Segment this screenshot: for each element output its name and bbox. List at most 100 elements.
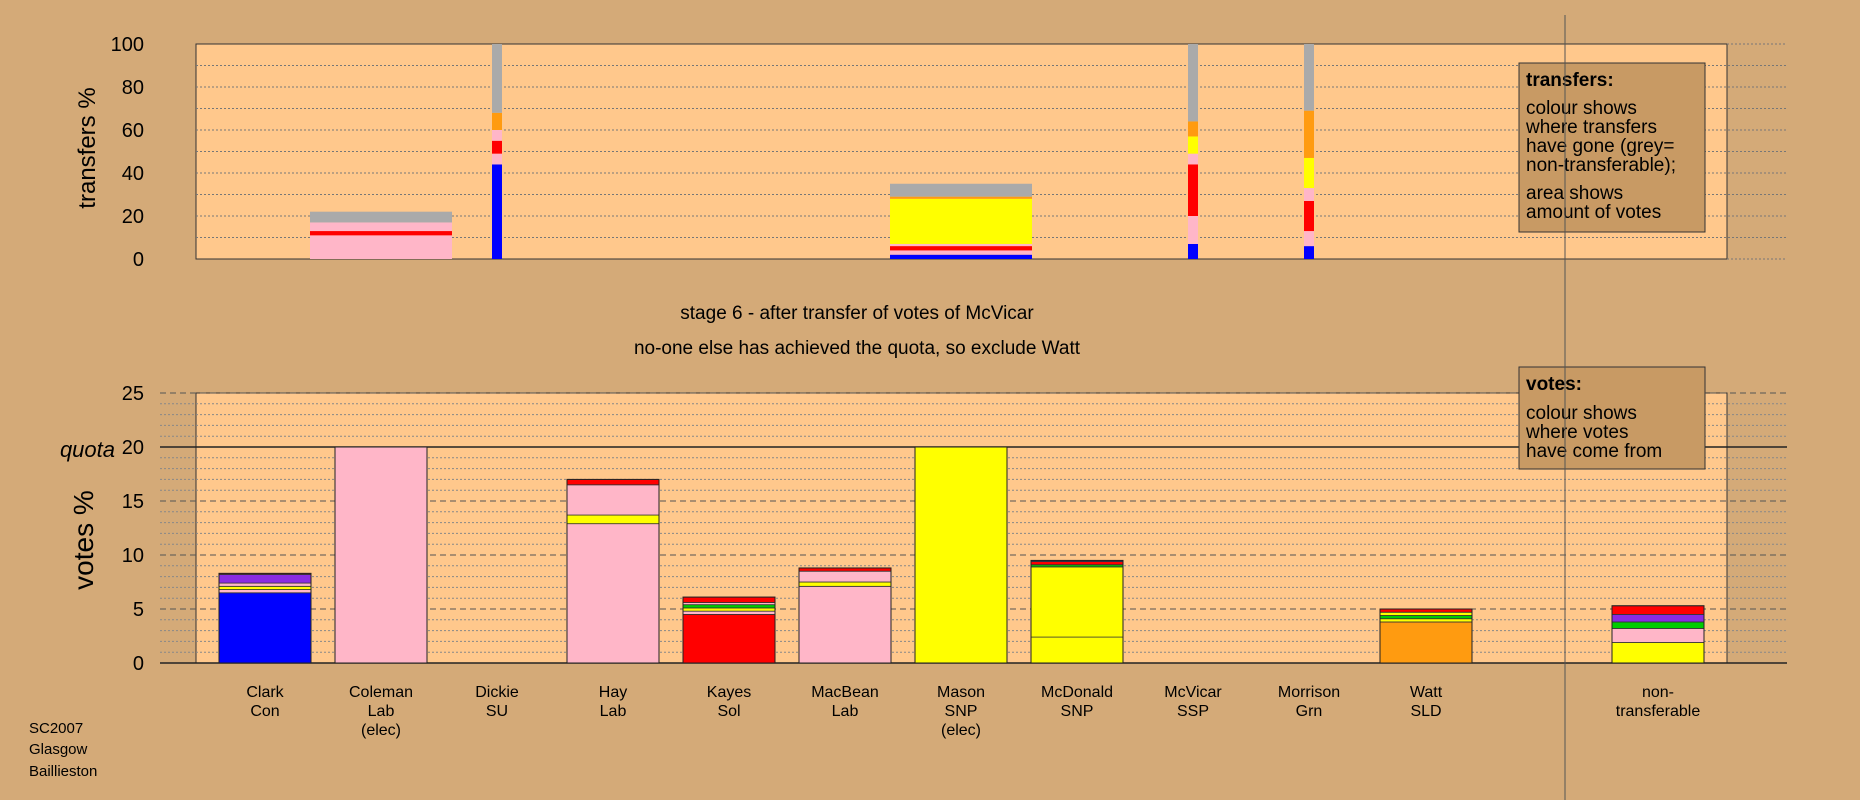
candidate-party-label: Grn	[1296, 703, 1323, 720]
vote-bar-outline	[682, 596, 776, 664]
transfers-y-tick-label: 20	[122, 206, 144, 228]
footer-region: Glasgow	[29, 741, 88, 758]
transfers-bars	[310, 44, 1314, 259]
transfer-segment	[890, 254, 1032, 259]
vote-segment	[1611, 621, 1705, 629]
votes-y-tick-label: 25	[122, 383, 144, 405]
votes-y-ticks: 0 5 10 15 20 25	[122, 383, 144, 675]
candidate-party-label: Lab	[832, 703, 859, 720]
transfer-segment	[310, 211, 452, 223]
vote-bar-outline	[566, 478, 660, 664]
transfer-segment	[1188, 121, 1198, 137]
vote-bar-outline	[218, 572, 312, 664]
votes-x-labels: Clark Con Coleman Lab (elec) Dickie SU Hay Lab Ka…	[246, 684, 1700, 739]
vote-bar-outline	[914, 446, 1008, 664]
transfer-segment	[1304, 44, 1314, 111]
quota-label: quota	[60, 437, 115, 462]
transfers-legend-line: where transfers	[1525, 117, 1657, 138]
transfers-y-tick-label: 100	[111, 34, 144, 56]
vote-segment	[218, 589, 312, 594]
candidate-party-label: SLD	[1410, 703, 1441, 720]
footer-code: SC2007	[29, 720, 83, 737]
vote-segment	[798, 585, 892, 664]
vote-bar-outline	[1611, 605, 1705, 664]
transfer-segment	[492, 140, 502, 154]
transfers-panel: 0 20 40 60 80 100 transfers % transfers: colo…	[74, 34, 1787, 271]
vote-segment	[1030, 636, 1124, 664]
votes-legend-title: votes:	[1526, 374, 1582, 395]
stage-subtitle: no-one else has achieved the quota, so e…	[634, 338, 1081, 359]
transfer-segment	[492, 164, 502, 259]
transfer-segment	[492, 44, 502, 113]
transfers-legend-line: non-transferable);	[1526, 155, 1676, 176]
vote-segment	[218, 592, 312, 664]
vote-segment	[798, 570, 892, 583]
vote-segment	[1030, 566, 1124, 638]
transfer-segment	[310, 231, 452, 236]
candidate-party-label: SU	[486, 703, 508, 720]
candidate-name-label: Hay	[599, 684, 627, 701]
candidate-name-label: Mason	[937, 684, 985, 701]
transfer-segment	[890, 196, 1032, 199]
transfers-legend-line: area shows	[1526, 183, 1623, 204]
nontransferable-label: transferable	[1616, 703, 1701, 720]
votes-legend-line: colour shows	[1526, 403, 1637, 424]
vote-segment	[566, 523, 660, 664]
candidate-name-label: Kayes	[707, 684, 751, 701]
vote-segment	[1379, 621, 1473, 664]
transfers-y-tick-label: 80	[122, 77, 144, 99]
candidate-party-label: Con	[250, 703, 279, 720]
vote-segment	[1030, 561, 1124, 566]
vote-segment	[1379, 615, 1473, 620]
vote-segment	[566, 478, 660, 486]
transfers-legend-line: colour shows	[1526, 98, 1637, 119]
votes-legend: votes: colour shows where votes have com…	[1518, 366, 1706, 470]
vote-segment	[334, 446, 428, 664]
candidate-party-label: SNP	[1061, 703, 1094, 720]
votes-y-tick-label: 0	[133, 653, 144, 675]
transfers-y-ticks: 0 20 40 60 80 100	[111, 34, 144, 271]
candidate-party-label: Sol	[717, 703, 740, 720]
candidate-status-label: (elec)	[361, 722, 401, 739]
votes-y-axis-label: votes %	[68, 490, 99, 590]
candidate-party-label: SNP	[945, 703, 978, 720]
candidate-name-label: Watt	[1410, 684, 1443, 701]
votes-panel: 0 5 10 15 20 25 Clark Con Coleman Lab (elec) Dicki…	[60, 366, 1787, 739]
votes-y-tick-label: 15	[122, 491, 144, 513]
candidate-party-label: SSP	[1177, 703, 1209, 720]
candidate-name-label: Clark	[246, 684, 284, 701]
candidate-party-label: Lab	[368, 703, 395, 720]
vote-bar-outline	[334, 446, 428, 664]
vote-segment	[218, 585, 312, 590]
transfers-y-tick-label: 40	[122, 163, 144, 185]
transfer-segment	[890, 183, 1032, 197]
votes-y-tick-label: 5	[133, 599, 144, 621]
transfer-segment	[1188, 216, 1198, 244]
transfer-segment	[890, 246, 1032, 251]
transfer-segment	[1188, 136, 1198, 154]
transfers-y-tick-label: 0	[133, 249, 144, 271]
votes-y-tick-label: 10	[122, 545, 144, 567]
vote-segment	[1611, 614, 1705, 623]
candidate-name-label: Dickie	[475, 684, 519, 701]
vote-segment	[566, 514, 660, 525]
transfers-y-axis-label: transfers %	[74, 87, 101, 208]
votes-legend-line: have come from	[1526, 441, 1662, 462]
transfers-legend-box	[1518, 62, 1706, 233]
transfer-segment	[1304, 246, 1314, 259]
vote-segment	[218, 582, 312, 587]
vote-segment	[914, 446, 1008, 664]
vote-segment	[682, 614, 776, 664]
candidate-name-label: Morrison	[1278, 684, 1340, 701]
vote-bar-outline	[1379, 608, 1473, 664]
transfers-y-tick-label: 60	[122, 120, 144, 142]
candidate-name-label: McDonald	[1041, 684, 1113, 701]
stage-title: stage 6 - after transfer of votes of McV…	[680, 303, 1034, 324]
transfer-segment	[1188, 164, 1198, 216]
transfer-segment	[1188, 153, 1198, 165]
transfer-segment	[1188, 44, 1198, 122]
candidate-name-label: Coleman	[349, 684, 413, 701]
transfers-legend: transfers: colour shows where transfers …	[1518, 62, 1706, 233]
vote-segment	[682, 604, 776, 609]
